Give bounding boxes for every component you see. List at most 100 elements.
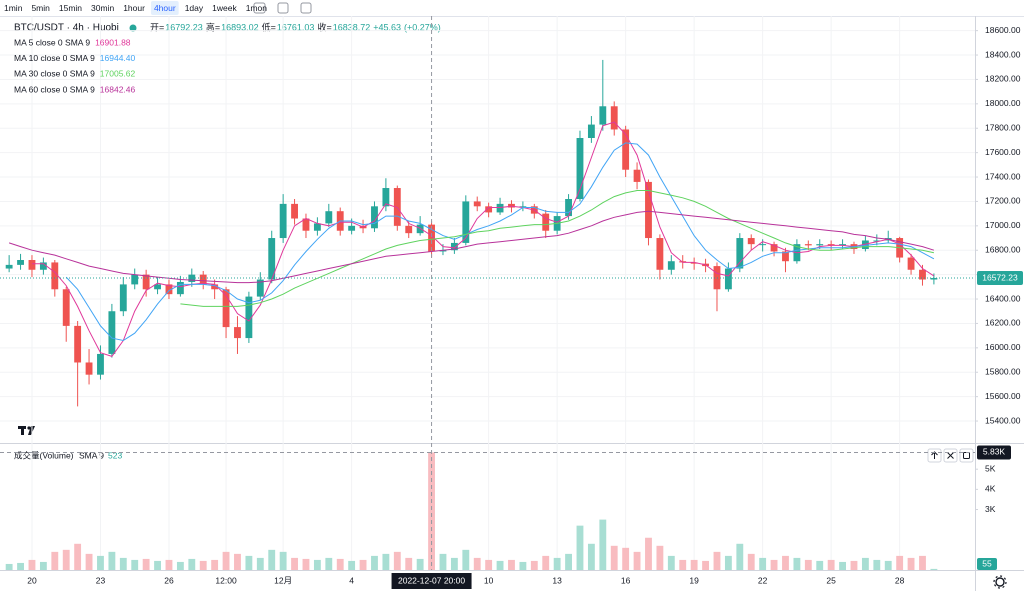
volume-bar — [74, 543, 82, 570]
volume-bar — [576, 525, 584, 570]
settings-gear[interactable] — [993, 575, 1007, 589]
candle-body — [268, 238, 276, 280]
volume-bar — [371, 555, 378, 570]
x-tick-label: 16 — [621, 575, 631, 585]
candle-body — [119, 284, 127, 312]
candle-body — [439, 250, 447, 252]
volume-bar — [907, 557, 915, 570]
candle-body — [508, 203, 515, 208]
candle-body — [234, 327, 241, 339]
legend-name: MA 30 close 0 SMA 9 — [14, 69, 95, 79]
volume-bar — [816, 560, 824, 570]
volume-bar — [508, 559, 515, 570]
x-tick-label: 10 — [484, 575, 494, 585]
volume-bar — [542, 555, 550, 570]
candle-body — [291, 203, 298, 219]
candle-body — [211, 284, 219, 290]
volume-bar — [268, 549, 276, 570]
ma-line — [8, 210, 935, 284]
last-volume-label: 55 — [982, 558, 992, 568]
volume-bar — [850, 560, 858, 570]
candle-body — [782, 251, 789, 262]
interval-bg — [150, 1, 179, 15]
last-price-box — [977, 271, 1023, 286]
volume-bar — [279, 551, 287, 570]
volume-bar — [530, 560, 538, 570]
volume-bar — [553, 557, 561, 570]
ohlc-label: 开= — [150, 22, 164, 32]
y-tick-label: 17800.00 — [985, 122, 1021, 132]
x-tick-label: 4 — [349, 575, 354, 585]
y-tick-label: 16200.00 — [985, 318, 1021, 328]
interval-button[interactable]: 1hour — [120, 1, 148, 15]
ohlc-label: 收= — [317, 21, 331, 32]
volume-bar — [39, 561, 47, 570]
change-value: +45.63 — [373, 22, 401, 32]
screenshot-icon[interactable] — [300, 2, 312, 14]
candle-body — [827, 244, 835, 246]
volume-bar — [188, 558, 196, 570]
volume-bar — [108, 551, 116, 570]
interval-button[interactable]: 4hour — [150, 1, 179, 15]
volume-bar — [256, 557, 264, 570]
interval-label: 1mon — [246, 3, 268, 13]
last-volume-box — [977, 558, 997, 570]
candle-body — [222, 289, 230, 328]
candle-body — [97, 353, 104, 375]
candle-body — [759, 244, 767, 246]
interval-label: 5min — [31, 3, 50, 13]
interval-button[interactable]: 1mon — [243, 1, 270, 15]
volume-bar — [667, 555, 675, 570]
interval-button[interactable]: 30min — [88, 1, 117, 15]
volume-bar — [245, 555, 253, 570]
candle-body — [5, 264, 13, 269]
volume-bar — [793, 557, 801, 570]
volume-bar — [405, 557, 413, 570]
volume-bar — [325, 557, 333, 570]
volume-bar — [747, 553, 755, 570]
ohlc-label: 高= — [206, 21, 220, 32]
candle-body — [165, 284, 173, 295]
interval-button[interactable]: 5min — [28, 1, 52, 15]
crosshair-x-label: 2022-12-07 20:00 — [398, 575, 465, 585]
interval-button[interactable]: 1day — [182, 1, 206, 15]
pane-buttons — [927, 448, 974, 463]
interval-button[interactable]: 1min — [1, 1, 25, 15]
volume-legend-sma: SMA 9 — [79, 450, 104, 460]
interval-label: 15min — [59, 3, 82, 13]
volume-bar — [97, 555, 104, 570]
volume-bar — [85, 553, 93, 570]
candle-body — [645, 181, 652, 239]
interval-label: 1min — [4, 3, 23, 13]
y-tick-label: 17600.00 — [985, 147, 1021, 157]
candle-body — [542, 213, 550, 231]
volume-bar — [633, 551, 641, 570]
interval-button[interactable]: 1week — [209, 1, 240, 15]
candle-body — [348, 225, 356, 231]
candle-body — [839, 244, 846, 246]
candle-body — [907, 257, 915, 270]
volume-bar — [51, 551, 59, 570]
crosshair-y-label: 5.83K — [983, 447, 1006, 457]
candle-body — [610, 106, 618, 130]
candle-body — [816, 244, 824, 246]
candle-body — [131, 274, 139, 285]
candle-body — [599, 106, 607, 125]
candle-body — [199, 274, 207, 285]
maximize-button[interactable] — [959, 448, 974, 463]
settings-icon[interactable] — [277, 2, 289, 14]
x-tick-label: 26 — [164, 575, 174, 585]
compare-icon[interactable] — [253, 2, 266, 14]
candle-body — [747, 238, 755, 245]
x-tick-label: 13 — [552, 575, 562, 585]
volume-bar — [496, 560, 504, 570]
crosshair-x-box — [391, 573, 472, 589]
volume-bar — [131, 559, 139, 570]
interval-button[interactable]: 15min — [56, 1, 85, 15]
candle-body — [667, 261, 675, 270]
volume-bar — [28, 559, 36, 570]
candle-body — [108, 311, 116, 354]
ma-line — [32, 121, 935, 357]
y2-tick-label: 5K — [985, 463, 996, 473]
